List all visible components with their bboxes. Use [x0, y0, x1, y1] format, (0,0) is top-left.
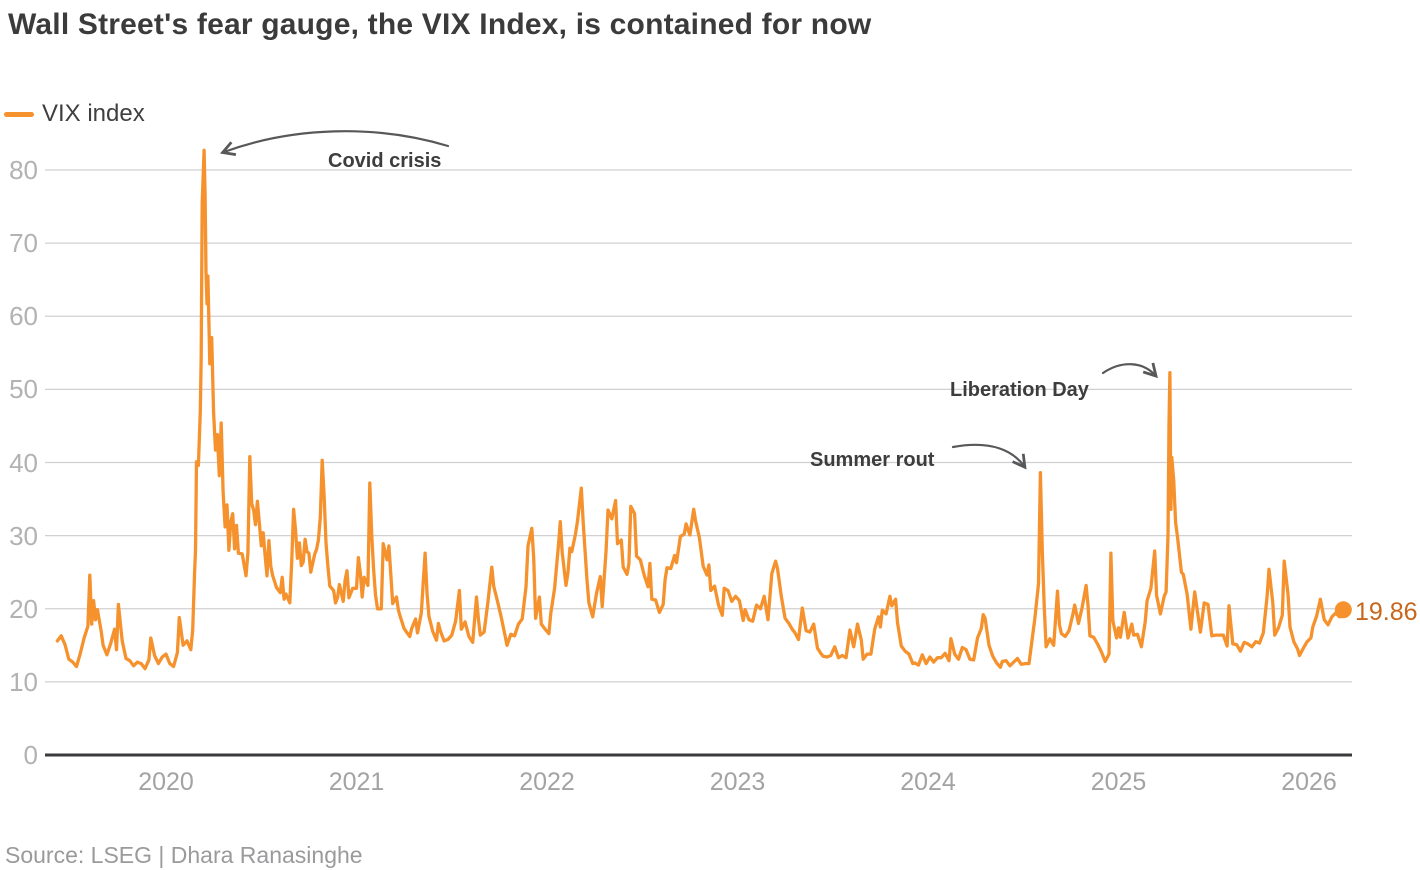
- y-tick-label: 70: [9, 228, 38, 259]
- summer-rout-annotation-arrow: [951, 443, 1027, 470]
- annotation-summer-rout: Summer rout: [810, 449, 935, 471]
- x-tick-label: 2021: [328, 768, 385, 796]
- gridlines: [45, 169, 1352, 757]
- legend-label: VIX index: [42, 100, 145, 127]
- source-attribution: Source: LSEG | Dhara Ranasinghe: [5, 842, 363, 868]
- legend: VIX index: [4, 100, 145, 128]
- last-value-dot: [1334, 601, 1352, 619]
- y-tick-label: 0: [23, 740, 38, 770]
- annotation-covid-crisis: Covid crisis: [328, 150, 442, 172]
- x-tick-label: 2025: [1090, 768, 1147, 796]
- liberation-day-annotation-arrow: [1101, 362, 1158, 379]
- y-tick-label: 30: [9, 520, 38, 551]
- legend-line-swatch: [4, 111, 34, 117]
- y-tick-label: 10: [9, 666, 38, 697]
- x-tick-label: 2020: [138, 768, 194, 796]
- y-tick-label: 50: [9, 374, 38, 405]
- x-tick-label: 2022: [519, 768, 575, 796]
- chart-title: Wall Street's fear gauge, the VIX Index,…: [8, 8, 872, 41]
- y-tick-label: 60: [9, 301, 38, 332]
- x-tick-label: 2026: [1281, 768, 1337, 796]
- y-tick-label: 40: [9, 447, 38, 478]
- y-tick-label: 80: [9, 155, 38, 185]
- x-tick-label: 2023: [709, 768, 766, 796]
- annotation-liberation-day: Liberation Day: [950, 379, 1089, 401]
- covid-annotation-arrow: [219, 130, 450, 157]
- x-tick-label: 2024: [900, 768, 956, 796]
- vix-line-series: [55, 148, 1345, 671]
- last-value-label: 19.86: [1355, 598, 1418, 626]
- y-tick-label: 20: [9, 593, 38, 624]
